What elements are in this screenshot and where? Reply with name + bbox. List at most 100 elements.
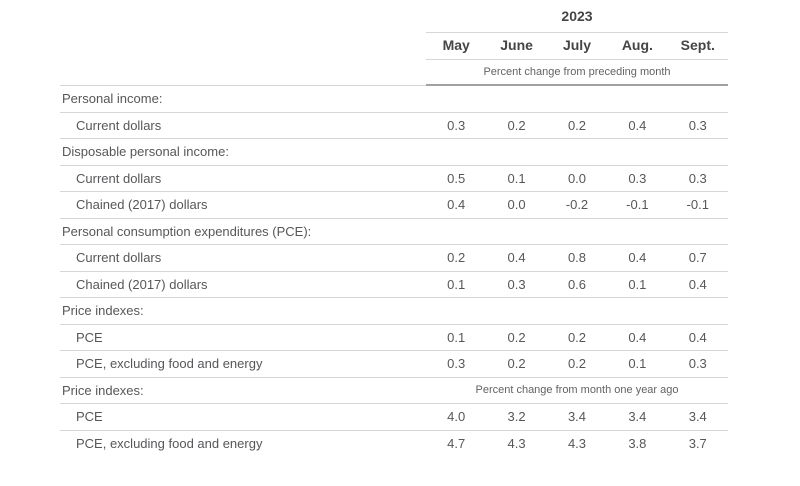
row-values: 0.4 0.0 -0.2 -0.1 -0.1 bbox=[426, 197, 728, 212]
year-header: 2023 bbox=[426, 0, 728, 33]
value-cell: 0.1 bbox=[628, 356, 647, 372]
row-label: Current dollars bbox=[76, 170, 162, 186]
year-header-spacer bbox=[60, 0, 426, 33]
row-values: 0.2 0.4 0.8 0.4 0.7 bbox=[426, 250, 728, 265]
value-cell: 0.4 bbox=[688, 276, 707, 292]
month-header-july: July bbox=[562, 37, 591, 53]
value-cell: 0.4 bbox=[628, 250, 647, 266]
row-values: 0.1 0.2 0.2 0.4 0.4 bbox=[426, 330, 728, 345]
value-cell: -0.2 bbox=[565, 197, 589, 213]
value-cell: 3.7 bbox=[688, 436, 707, 452]
row-label: Current dollars bbox=[76, 117, 162, 133]
value-cell: 0.2 bbox=[447, 250, 466, 266]
value-cell: 0.4 bbox=[628, 117, 647, 133]
unit-note-spacer bbox=[60, 60, 426, 86]
row-values: 0.3 0.2 0.2 0.1 0.3 bbox=[426, 356, 728, 371]
value-cell: 0.2 bbox=[567, 117, 587, 133]
value-cell: 0.4 bbox=[447, 197, 466, 213]
value-cell: 0.3 bbox=[447, 356, 466, 372]
row-label: PCE bbox=[76, 409, 103, 425]
value-cell: 0.2 bbox=[507, 329, 526, 345]
table-row-category: Disposable personal income: bbox=[60, 139, 728, 166]
value-cell: 4.0 bbox=[447, 409, 466, 425]
table-row-data: PCE 0.1 0.2 0.2 0.4 0.4 bbox=[60, 325, 728, 351]
value-cell: 0.2 bbox=[507, 356, 526, 372]
month-header-aug: Aug. bbox=[621, 37, 653, 53]
row-label: PCE, excluding food and energy bbox=[76, 436, 263, 452]
value-cell: 3.4 bbox=[567, 409, 587, 425]
value-cell: 0.3 bbox=[447, 117, 466, 133]
value-cell: -0.1 bbox=[626, 197, 649, 213]
table-row-data: Current dollars 0.2 0.4 0.8 0.4 0.7 bbox=[60, 245, 728, 272]
month-headers: May June July Aug. Sept. bbox=[426, 33, 728, 60]
unit-note-top: Percent change from preceding month bbox=[483, 66, 671, 79]
value-cell: 3.2 bbox=[507, 409, 526, 425]
month-header-may: May bbox=[442, 37, 470, 53]
value-cell: 0.7 bbox=[688, 250, 707, 266]
row-label: Personal consumption expenditures (PCE): bbox=[62, 223, 312, 239]
column-group-rule bbox=[426, 84, 728, 86]
value-cell: 0.1 bbox=[628, 276, 647, 292]
table-row-category: Price indexes: Percent change from month … bbox=[60, 378, 728, 404]
value-cell: 3.8 bbox=[628, 436, 647, 452]
value-cell: 0.2 bbox=[567, 329, 587, 345]
month-header-row: May June July Aug. Sept. bbox=[60, 33, 728, 60]
row-label: Price indexes: bbox=[62, 303, 144, 319]
value-cell: 4.3 bbox=[507, 436, 526, 452]
personal-income-table: 2023 May June July Aug. Sept. Percent change… bbox=[60, 0, 728, 457]
month-header-june: June bbox=[500, 37, 533, 53]
table-row-data: PCE 4.0 3.2 3.4 3.4 3.4 bbox=[60, 404, 728, 431]
value-cell: 0.3 bbox=[628, 170, 647, 186]
value-cell: 0.3 bbox=[688, 170, 707, 186]
table-row-data: PCE, excluding food and energy 0.3 0.2 0.2 0… bbox=[60, 351, 728, 378]
value-cell: 0.4 bbox=[628, 329, 647, 345]
value-cell: 4.3 bbox=[567, 436, 587, 452]
row-values: 0.3 0.2 0.2 0.4 0.3 bbox=[426, 118, 728, 133]
table-row-category: Price indexes: bbox=[60, 298, 728, 325]
value-cell: 0.3 bbox=[688, 117, 707, 133]
table-row-data: PCE, excluding food and energy 4.7 4.3 4.3 3… bbox=[60, 431, 728, 458]
value-cell: 0.4 bbox=[688, 329, 707, 345]
value-cell: -0.1 bbox=[686, 197, 709, 213]
year-header-row: 2023 bbox=[60, 0, 728, 33]
value-cell: 0.5 bbox=[447, 170, 466, 186]
value-cell: 0.0 bbox=[567, 170, 587, 186]
unit-note-row: Percent change from preceding month bbox=[60, 60, 728, 86]
value-cell: 4.7 bbox=[447, 436, 466, 452]
row-label: Disposable personal income: bbox=[62, 144, 229, 160]
value-cell: 0.3 bbox=[507, 276, 526, 292]
value-cell: 0.0 bbox=[507, 197, 526, 213]
row-label: Current dollars bbox=[76, 250, 162, 266]
value-cell: 0.6 bbox=[567, 276, 587, 292]
row-label: PCE bbox=[76, 329, 103, 345]
row-label: Chained (2017) dollars bbox=[76, 276, 208, 292]
row-values: 0.1 0.3 0.6 0.1 0.4 bbox=[426, 277, 728, 292]
table-row-data: Chained (2017) dollars 0.4 0.0 -0.2 -0.1 -0.1 bbox=[60, 192, 728, 219]
row-values: 4.7 4.3 4.3 3.8 3.7 bbox=[426, 436, 728, 451]
value-cell: 3.4 bbox=[628, 409, 647, 425]
row-label: PCE, excluding food and energy bbox=[76, 356, 263, 372]
value-cell: 0.8 bbox=[567, 250, 587, 266]
table-row-category: Personal income: bbox=[60, 86, 728, 113]
table-row-data: Chained (2017) dollars 0.1 0.3 0.6 0.1 0.4 bbox=[60, 272, 728, 298]
row-label: Price indexes: bbox=[62, 382, 144, 398]
row-values: 0.5 0.1 0.0 0.3 0.3 bbox=[426, 171, 728, 186]
value-cell: 0.2 bbox=[507, 117, 526, 133]
row-label: Personal income: bbox=[62, 91, 163, 107]
value-cell: 0.1 bbox=[447, 276, 466, 292]
value-cell: 0.2 bbox=[567, 356, 587, 372]
value-cell: 3.4 bbox=[688, 409, 707, 425]
table-body: Personal income: Current dollars 0.3 0.2 0.2… bbox=[60, 86, 728, 457]
row-label: Chained (2017) dollars bbox=[76, 197, 208, 213]
table-row-data: Current dollars 0.3 0.2 0.2 0.4 0.3 bbox=[60, 113, 728, 139]
table-row-data: Current dollars 0.5 0.1 0.0 0.3 0.3 bbox=[60, 166, 728, 192]
unit-note-bottom: Percent change from month one year ago bbox=[475, 384, 679, 397]
value-cell: 0.4 bbox=[507, 250, 526, 266]
table-row-category: Personal consumption expenditures (PCE): bbox=[60, 219, 728, 245]
value-cell: 0.3 bbox=[688, 356, 707, 372]
value-cell: 0.1 bbox=[447, 329, 466, 345]
row-values: 4.0 3.2 3.4 3.4 3.4 bbox=[426, 409, 728, 424]
value-cell: 0.1 bbox=[507, 170, 526, 186]
month-header-spacer bbox=[60, 33, 426, 60]
month-header-sept: Sept. bbox=[680, 37, 715, 53]
